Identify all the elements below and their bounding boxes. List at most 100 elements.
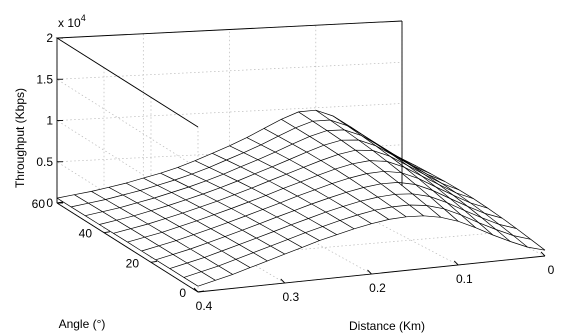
gridline-z: [55, 61, 403, 169]
surface-patch: [133, 210, 166, 224]
surface-patch: [127, 237, 159, 251]
surface-patch: [461, 215, 493, 235]
axes-layer: [55, 20, 546, 293]
surface-patch: [108, 183, 141, 195]
surface-patch: [352, 160, 384, 174]
surface-patch: [315, 110, 348, 126]
surface-patch: [57, 194, 89, 207]
y-tick-mark: [103, 231, 111, 234]
x-tick-label: 0.2: [369, 281, 386, 295]
surface-patch: [360, 197, 392, 211]
surface-patch: [407, 165, 439, 185]
surface-patch: [243, 144, 276, 160]
x-tick-mark: [193, 287, 199, 293]
surface-patch: [513, 235, 545, 251]
surface-patch: [418, 178, 451, 199]
surface-patch: [421, 175, 454, 196]
surface-patch: [441, 183, 474, 199]
surface-patch: [398, 182, 430, 197]
surface-patch: [375, 145, 408, 166]
surface-patch: [424, 174, 457, 193]
surface-patch: [325, 206, 358, 221]
surface-patch: [372, 150, 405, 168]
surface-patch: [155, 254, 188, 269]
surface-patch: [377, 194, 410, 207]
surface-patch: [432, 190, 465, 211]
surface-patch: [341, 140, 373, 151]
surface-patch: [99, 220, 131, 234]
surface-patch: [323, 140, 356, 155]
surface-patch: [116, 215, 148, 229]
surface-patch: [338, 150, 370, 164]
y-tick-label: 0: [179, 286, 186, 300]
surface-patch: [201, 265, 233, 281]
z-tick-label: 0: [46, 196, 53, 210]
surface-patch: [130, 224, 163, 238]
surface-patch: [226, 152, 258, 167]
surface-patch: [328, 192, 361, 207]
surface-patch: [444, 208, 476, 228]
surface-patch: [122, 190, 155, 203]
surface-patch: [335, 163, 367, 179]
x-axis-title: Distance (Km): [349, 319, 425, 333]
surface-patch: [119, 202, 152, 216]
x-tick-label: 0.1: [456, 272, 473, 286]
x-tick-mark: [453, 260, 459, 266]
surface-patch: [481, 217, 514, 236]
surface-patch: [212, 145, 244, 160]
z-tick-label: 0.5: [36, 155, 53, 169]
surface-patch: [429, 196, 462, 216]
surface-patch: [169, 263, 202, 278]
x-tick-mark: [367, 269, 372, 275]
surface-patch: [332, 178, 364, 193]
surface-patch: [387, 161, 419, 179]
z-tick-label: 1: [46, 114, 53, 128]
surface-patch: [349, 173, 381, 188]
surface-patch: [496, 229, 528, 248]
surface-patch: [369, 160, 402, 173]
surface-patch: [390, 156, 422, 176]
surface-patch: [183, 271, 216, 287]
surface-patch: [358, 140, 390, 157]
surface-patch: [85, 211, 117, 225]
surface-patch: [426, 205, 459, 222]
surface-patch: [246, 128, 279, 145]
z-multiplier-exponent: 4: [81, 13, 86, 23]
y-tick-mark: [150, 260, 158, 263]
surface-patch: [467, 206, 500, 225]
surface-patch: [415, 184, 448, 203]
surface-patch: [74, 191, 106, 204]
surface-patch: [298, 110, 330, 122]
surface-patch: [450, 198, 482, 218]
x-tick-mark: [540, 251, 546, 257]
surface-patch: [229, 137, 261, 153]
surface-patch: [412, 193, 444, 209]
x-tick-label: 0.4: [196, 299, 213, 313]
surface-patch: [392, 205, 424, 217]
surface-patch: [470, 202, 503, 219]
y-axis-title: Angle (°): [59, 317, 106, 331]
mesh-line-angle: [56, 109, 403, 199]
surface-patch: [409, 205, 441, 218]
surface-patch: [158, 240, 191, 255]
mesh-line-angle: [113, 149, 460, 234]
surface-patch: [447, 202, 479, 223]
surface-patch: [330, 120, 362, 136]
z-axis-title: Throughput (Kbps): [13, 88, 27, 188]
mesh-line-angle: [127, 160, 474, 243]
x-tick-mark: [280, 278, 286, 284]
surface-patch: [91, 187, 123, 200]
y-tick-label: 60: [32, 197, 46, 211]
mesh-line-angle: [99, 139, 446, 225]
surface-patch: [453, 195, 485, 214]
surface-patch: [438, 184, 471, 203]
y-tick-label: 20: [126, 256, 140, 270]
surface-patch: [71, 203, 103, 216]
surface-patch: [309, 130, 342, 146]
surface-patch: [374, 206, 407, 220]
surface-patch: [312, 120, 345, 131]
surface-patch: [209, 160, 241, 175]
surface-patch: [427, 174, 460, 190]
z-tick-label: 1.5: [36, 72, 53, 86]
surface-patch: [173, 249, 205, 263]
